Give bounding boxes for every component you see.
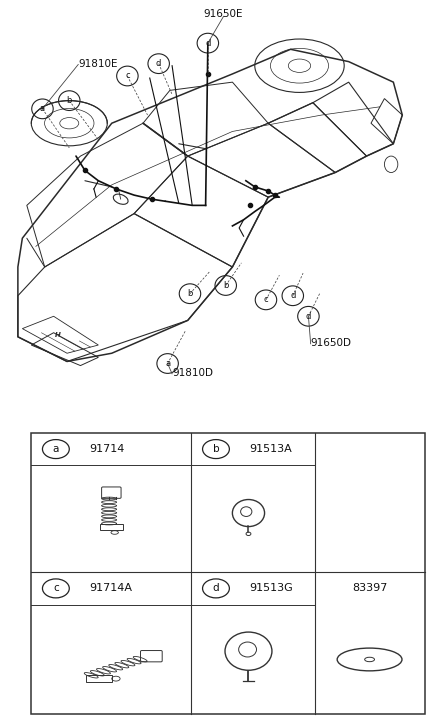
Text: a: a xyxy=(53,444,59,454)
Text: 91714: 91714 xyxy=(89,444,125,454)
Text: c: c xyxy=(264,295,268,305)
Text: a: a xyxy=(40,105,45,113)
Text: c: c xyxy=(125,71,130,81)
Text: d: d xyxy=(156,59,161,68)
Text: b: b xyxy=(223,281,228,290)
Text: H: H xyxy=(55,332,61,338)
Text: 91810E: 91810E xyxy=(78,59,118,68)
Text: 91513A: 91513A xyxy=(249,444,292,454)
Text: 91650D: 91650D xyxy=(311,338,352,348)
Text: b: b xyxy=(67,96,72,105)
Text: d: d xyxy=(306,312,311,321)
Text: b: b xyxy=(213,444,219,454)
Text: 91513G: 91513G xyxy=(249,583,293,593)
Text: 91650E: 91650E xyxy=(204,9,243,20)
Text: a: a xyxy=(165,359,170,368)
Text: 83397: 83397 xyxy=(352,583,387,593)
Text: b: b xyxy=(187,289,193,298)
Text: d: d xyxy=(213,583,219,593)
Text: 91810D: 91810D xyxy=(172,368,213,378)
Text: d: d xyxy=(290,292,295,300)
Text: c: c xyxy=(53,583,59,593)
Text: 91714A: 91714A xyxy=(89,583,132,593)
Text: d: d xyxy=(205,39,211,48)
